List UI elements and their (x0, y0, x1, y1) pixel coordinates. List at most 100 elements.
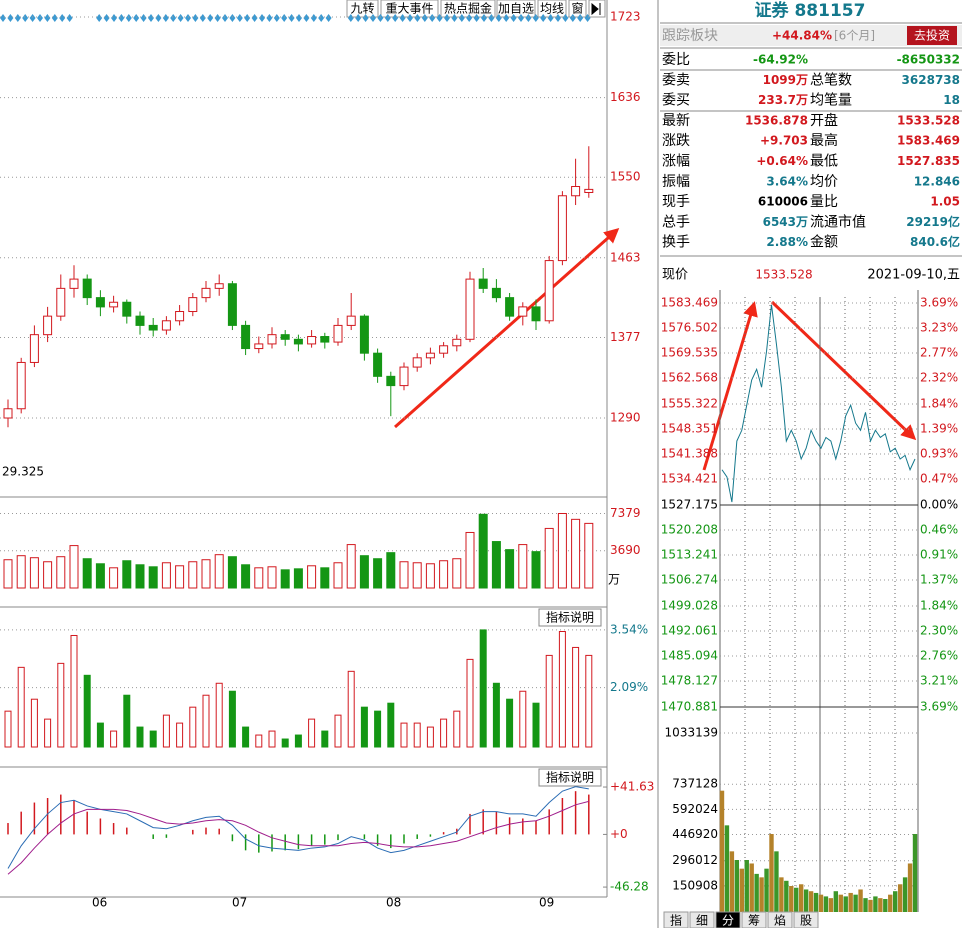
marker-diamond (192, 14, 199, 22)
intraday-vol-bar (789, 886, 794, 912)
volume-bar (109, 567, 119, 589)
button[interactable] (538, 768, 602, 787)
toolbar-label[interactable]: 重大事件 (385, 2, 433, 16)
marker-diamond (555, 14, 561, 22)
indicator-bar (96, 722, 104, 748)
indicator-bar (281, 738, 289, 748)
intraday-vol-bar (764, 868, 769, 912)
row-value: -8650332 (897, 53, 960, 67)
toolbar-label[interactable]: 九转 (350, 1, 374, 16)
candle-body (452, 338, 462, 347)
intraday-vol-bar (808, 891, 814, 912)
tab[interactable] (741, 911, 767, 928)
date: 09 (539, 896, 554, 910)
price-tick-label: 1470.881 (661, 700, 718, 714)
marker-diamond (266, 14, 273, 22)
invest-button[interactable] (907, 26, 957, 45)
track-period: [6个月] (834, 29, 875, 43)
volume-bar (359, 555, 369, 589)
toolbar-button[interactable] (346, 0, 379, 18)
tab-label[interactable]: 指 (670, 913, 682, 928)
indicator-bar (426, 726, 434, 748)
y-tick-label: 1463 (610, 250, 641, 264)
invest-label[interactable]: 去投资 (914, 28, 950, 43)
candle-body (412, 357, 422, 368)
pct-tick-label: 0.93% (920, 446, 958, 460)
marker-diamond (140, 14, 147, 22)
candle-body (584, 188, 594, 193)
tab-label[interactable]: 细 (696, 914, 708, 928)
row-value: 2.88% (766, 235, 808, 249)
intraday-vol-bar (838, 894, 843, 912)
button-label[interactable]: 指标说明 (546, 610, 594, 625)
marker-diamond (547, 14, 554, 22)
marker-diamond (540, 14, 547, 22)
button[interactable] (538, 608, 602, 627)
volume-bar (557, 512, 567, 589)
price-label: 现价 (662, 268, 688, 283)
volume-bar (188, 561, 198, 589)
indicator-bar (136, 726, 144, 748)
toolbar-icon[interactable] (591, 2, 601, 16)
button-label[interactable]: 指标说明 (546, 770, 594, 785)
volume-bar (544, 527, 554, 589)
intraday-vol-bar (719, 790, 725, 912)
toolbar-label[interactable]: 加自选 (498, 2, 534, 16)
candle-body (254, 343, 264, 350)
intraday-vol-bar (749, 863, 754, 912)
toolbar-label[interactable]: 均线 (540, 2, 564, 16)
marker-diamond (377, 14, 384, 22)
marker-diamond (569, 14, 576, 22)
tab-label[interactable]: 分 (722, 914, 734, 928)
toolbar-label[interactable]: 热点掘金 (444, 1, 492, 16)
tab-label[interactable]: 股 (800, 914, 812, 928)
tab[interactable] (663, 911, 689, 928)
marker-diamond (125, 14, 132, 22)
date: 07 (232, 896, 247, 910)
candle-body (531, 306, 541, 322)
indicator-bar (228, 690, 236, 748)
marker-diamond (29, 14, 36, 22)
row-label: 最低 (810, 154, 838, 170)
pct-tick-label: 2.76% (920, 648, 958, 662)
row-value: 29219亿 (906, 214, 960, 229)
tab[interactable] (793, 911, 819, 928)
marker-diamond (59, 14, 66, 22)
volume-bar (95, 563, 105, 589)
intraday-vol-bar (724, 825, 730, 912)
volume-bar (399, 561, 409, 589)
toolbar-label[interactable]: 窗 (571, 2, 583, 16)
tab[interactable] (715, 911, 741, 928)
volume-bar (3, 559, 13, 589)
indicator-bar (545, 654, 553, 748)
indicator-bar (453, 710, 461, 748)
y-tick-label: 7379 (610, 506, 641, 520)
volume-bar (412, 562, 422, 589)
volume-bar (465, 531, 475, 589)
toolbar-button[interactable] (568, 0, 587, 18)
indicator-bar (110, 730, 118, 748)
tab[interactable] (689, 911, 715, 928)
candle-body (557, 195, 567, 262)
tab-label[interactable]: 筹 (748, 914, 760, 928)
candle-body (425, 352, 435, 359)
marker-diamond (392, 14, 399, 22)
volume-bar (518, 544, 528, 589)
indicator-bar (4, 710, 12, 748)
marker-diamond (44, 14, 51, 22)
indicator-bar (83, 674, 91, 748)
volume-bar (280, 569, 290, 589)
tab[interactable] (767, 911, 793, 928)
marker-diamond (162, 14, 169, 22)
pct-tick-label: 0.47% (920, 471, 958, 485)
intraday-vol-bar (754, 873, 759, 912)
candle-body (307, 336, 317, 345)
indicator-bar (268, 730, 276, 748)
row-label: 开盘 (810, 112, 838, 129)
candle-body (333, 324, 343, 343)
indicator-bar (30, 698, 38, 748)
candle-body (439, 345, 449, 354)
tab-label[interactable]: 焰 (774, 913, 786, 928)
volume-bar (333, 562, 343, 589)
